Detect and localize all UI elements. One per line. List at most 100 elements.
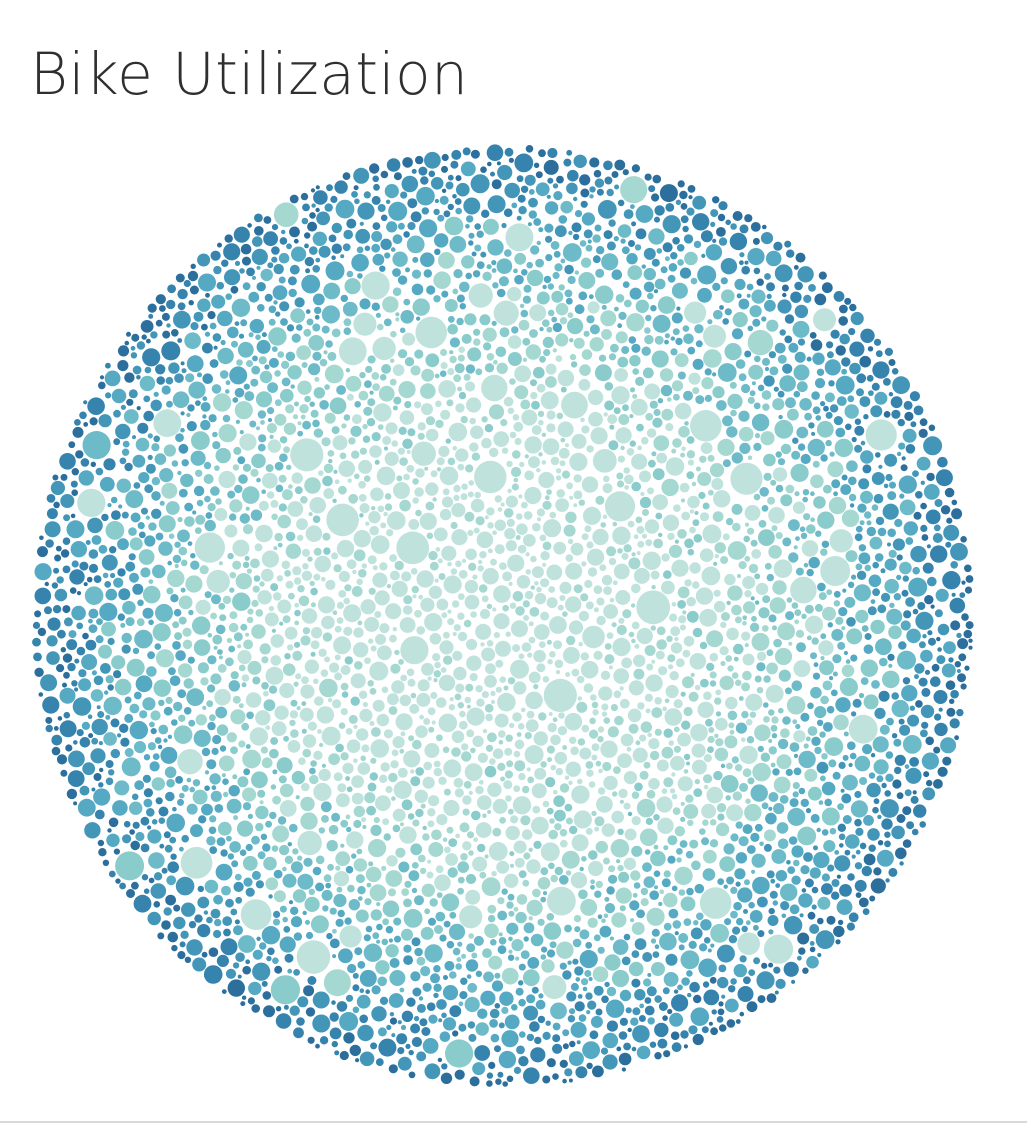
bubble-mark[interactable] <box>677 259 684 266</box>
bubble-mark[interactable] <box>263 699 276 712</box>
bubble-mark[interactable] <box>475 822 492 838</box>
bubble-mark[interactable] <box>384 184 399 199</box>
bubble-mark[interactable] <box>585 601 594 610</box>
bubble-mark[interactable] <box>96 618 103 625</box>
bubble-mark[interactable] <box>714 554 719 559</box>
bubble-mark[interactable] <box>526 767 531 772</box>
bubble-mark[interactable] <box>46 635 58 647</box>
bubble-mark[interactable] <box>646 428 657 438</box>
bubble-mark[interactable] <box>466 729 475 738</box>
bubble-mark[interactable] <box>518 494 523 499</box>
bubble-mark[interactable] <box>618 788 628 799</box>
bubble-mark[interactable] <box>552 1022 561 1031</box>
bubble-mark[interactable] <box>257 789 266 798</box>
bubble-mark[interactable] <box>565 761 581 777</box>
bubble-mark[interactable] <box>241 486 260 504</box>
bubble-mark[interactable] <box>454 1069 465 1080</box>
bubble-mark[interactable] <box>710 221 716 227</box>
bubble-mark[interactable] <box>548 586 556 593</box>
bubble-mark[interactable] <box>579 866 584 872</box>
bubble-mark[interactable] <box>270 499 279 508</box>
bubble-mark[interactable] <box>314 314 320 320</box>
bubble-mark[interactable] <box>772 625 777 631</box>
bubble-mark[interactable] <box>237 776 249 788</box>
bubble-mark[interactable] <box>361 271 390 300</box>
bubble-mark[interactable] <box>362 701 368 708</box>
bubble-mark[interactable] <box>470 498 485 513</box>
bubble-mark[interactable] <box>466 655 482 671</box>
bubble-mark[interactable] <box>93 773 102 781</box>
bubble-mark[interactable] <box>287 968 293 974</box>
bubble-mark[interactable] <box>747 248 765 266</box>
bubble-mark[interactable] <box>403 909 423 928</box>
bubble-mark[interactable] <box>709 839 719 848</box>
bubble-mark[interactable] <box>169 836 177 844</box>
bubble-mark[interactable] <box>428 550 438 561</box>
bubble-mark[interactable] <box>604 896 610 902</box>
bubble-mark[interactable] <box>476 795 492 810</box>
bubble-mark[interactable] <box>665 457 685 476</box>
bubble-mark[interactable] <box>826 341 834 349</box>
bubble-mark[interactable] <box>472 574 478 580</box>
bubble-mark[interactable] <box>344 656 353 665</box>
bubble-mark[interactable] <box>120 404 126 410</box>
bubble-mark[interactable] <box>442 746 450 754</box>
bubble-mark[interactable] <box>336 539 355 558</box>
bubble-mark[interactable] <box>239 430 244 435</box>
bubble-mark[interactable] <box>124 372 135 383</box>
bubble-mark[interactable] <box>275 311 281 317</box>
bubble-mark[interactable] <box>379 623 390 634</box>
bubble-mark[interactable] <box>527 957 540 969</box>
bubble-mark[interactable] <box>481 595 489 603</box>
bubble-mark[interactable] <box>600 740 618 758</box>
bubble-mark[interactable] <box>725 219 731 226</box>
bubble-mark[interactable] <box>694 511 699 515</box>
bubble-mark[interactable] <box>290 861 303 874</box>
bubble-mark[interactable] <box>756 278 764 286</box>
bubble-mark[interactable] <box>631 583 641 594</box>
bubble-mark[interactable] <box>334 180 348 194</box>
bubble-mark[interactable] <box>702 819 709 826</box>
bubble-mark[interactable] <box>427 808 436 817</box>
bubble-mark[interactable] <box>540 578 550 588</box>
bubble-mark[interactable] <box>101 621 116 637</box>
bubble-mark[interactable] <box>957 673 966 683</box>
bubble-mark[interactable] <box>289 1005 300 1016</box>
bubble-mark[interactable] <box>442 1017 457 1031</box>
bubble-mark[interactable] <box>289 264 300 275</box>
bubble-mark[interactable] <box>373 817 380 824</box>
bubble-mark[interactable] <box>445 1039 474 1068</box>
bubble-mark[interactable] <box>497 897 505 905</box>
bubble-mark[interactable] <box>376 713 390 727</box>
bubble-mark[interactable] <box>579 929 590 940</box>
bubble-mark[interactable] <box>808 422 815 429</box>
bubble-mark[interactable] <box>860 659 878 677</box>
bubble-mark[interactable] <box>896 554 903 561</box>
bubble-mark[interactable] <box>317 596 335 614</box>
bubble-mark[interactable] <box>119 723 129 733</box>
bubble-mark[interactable] <box>677 586 690 599</box>
bubble-mark[interactable] <box>840 484 852 495</box>
bubble-mark[interactable] <box>683 1044 689 1049</box>
bubble-mark[interactable] <box>701 253 706 258</box>
bubble-mark[interactable] <box>45 724 53 733</box>
bubble-mark[interactable] <box>469 442 479 452</box>
bubble-mark[interactable] <box>548 862 555 870</box>
bubble-mark[interactable] <box>671 885 678 892</box>
bubble-mark[interactable] <box>386 221 398 233</box>
bubble-mark[interactable] <box>302 203 310 212</box>
bubble-mark[interactable] <box>845 834 860 849</box>
bubble-mark[interactable] <box>370 1042 378 1050</box>
bubble-mark[interactable] <box>380 170 389 179</box>
bubble-mark[interactable] <box>305 1007 316 1017</box>
bubble-mark[interactable] <box>622 609 632 619</box>
bubble-mark[interactable] <box>668 740 675 746</box>
bubble-mark[interactable] <box>433 670 441 678</box>
bubble-mark[interactable] <box>325 340 333 348</box>
bubble-mark[interactable] <box>438 380 456 398</box>
bubble-mark[interactable] <box>659 368 674 382</box>
bubble-mark[interactable] <box>529 329 538 338</box>
bubble-mark[interactable] <box>466 831 475 839</box>
bubble-mark[interactable] <box>324 412 336 424</box>
bubble-mark[interactable] <box>588 850 598 860</box>
